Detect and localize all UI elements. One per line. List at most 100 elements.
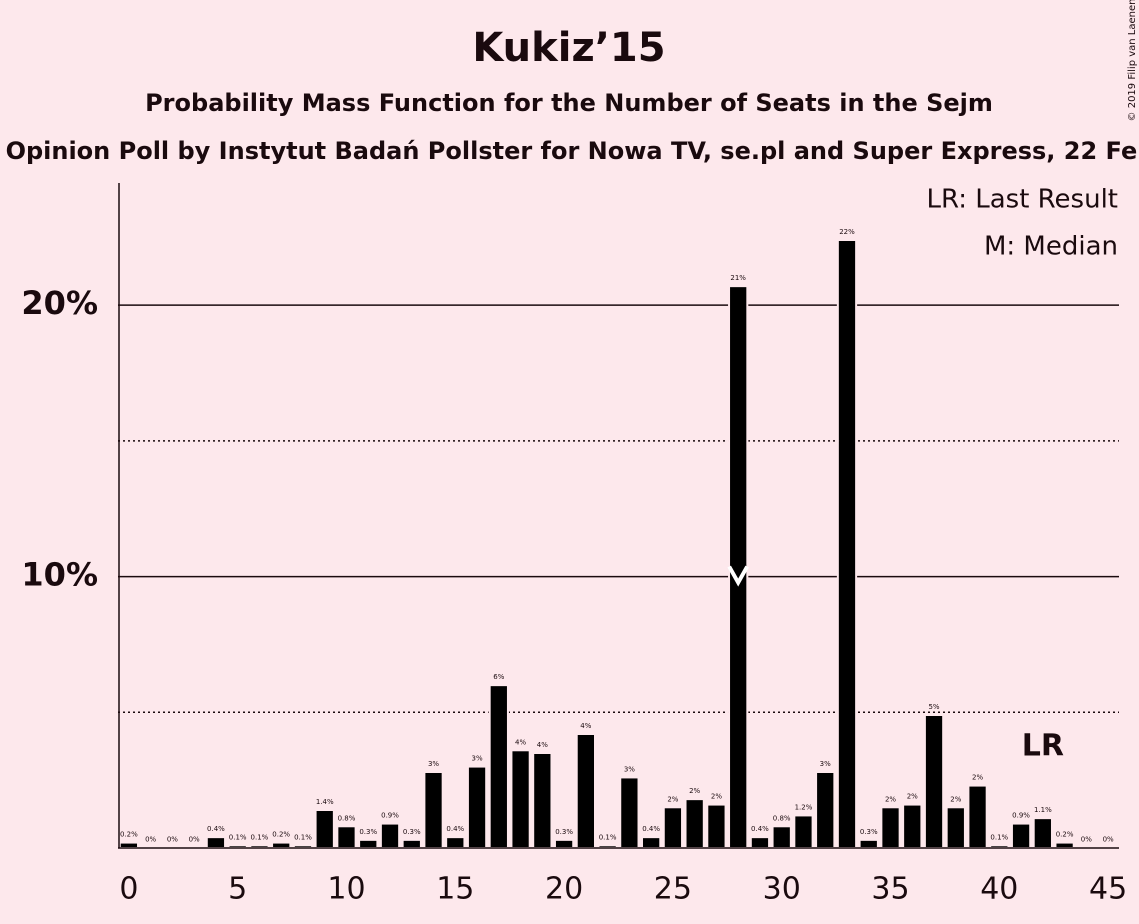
bar: [771, 825, 792, 849]
bar: [1054, 841, 1075, 849]
last-result-label: LR: [1022, 729, 1064, 764]
value-label: 0.3%: [555, 828, 573, 836]
value-label: 0.4%: [446, 825, 464, 833]
bar: [532, 752, 553, 849]
bar: [662, 806, 684, 849]
bar: [619, 776, 640, 850]
x-tick-label: 45: [1089, 872, 1127, 907]
value-label: 0.1%: [229, 833, 247, 841]
value-label: 0.3%: [403, 828, 421, 836]
bar: [749, 836, 771, 850]
bar: [271, 841, 292, 849]
value-label: 2%: [907, 793, 918, 801]
value-label: 0.9%: [1012, 812, 1030, 820]
bar: [205, 836, 227, 850]
bar: [880, 806, 901, 849]
bar: [1010, 822, 1032, 849]
value-label: 1.4%: [316, 798, 334, 806]
bar: [793, 814, 814, 850]
value-label: 6%: [493, 673, 504, 681]
value-label: 0.1%: [294, 833, 312, 841]
bar: [641, 836, 662, 850]
bar: [945, 806, 966, 849]
bar: [575, 733, 596, 849]
value-label: 21%: [730, 274, 746, 282]
value-label: 4%: [537, 741, 548, 749]
value-label: 2%: [972, 774, 983, 782]
value-label: 2%: [689, 787, 700, 795]
value-label: 0%: [1081, 835, 1092, 843]
bar: [445, 836, 466, 850]
x-tick-label: 20: [545, 872, 583, 907]
bar: [379, 822, 401, 849]
bar: [967, 784, 988, 849]
value-label: 0.4%: [751, 825, 769, 833]
value-label: 0.8%: [338, 814, 356, 822]
x-tick-label: 40: [980, 872, 1018, 907]
value-label: 2%: [667, 795, 678, 803]
value-label: 4%: [515, 738, 526, 746]
bar: [314, 809, 335, 849]
legend-entry: M: Median: [984, 232, 1118, 262]
value-label: 0.4%: [207, 825, 225, 833]
value-label: 2%: [885, 795, 896, 803]
value-label: 0.2%: [120, 831, 138, 839]
value-label: 2%: [950, 795, 961, 803]
x-tick-label: 25: [654, 872, 692, 907]
bar: [488, 684, 509, 850]
bar: [358, 838, 379, 849]
x-tick-label: 15: [436, 872, 474, 907]
value-label: 0.1%: [251, 833, 269, 841]
value-label: 4%: [580, 722, 591, 730]
x-tick-label: 30: [763, 872, 801, 907]
value-label: 0.2%: [1056, 831, 1074, 839]
bar: [553, 838, 575, 849]
bar: [923, 714, 945, 849]
bar: [836, 239, 858, 849]
bar: [728, 285, 749, 849]
bar: [423, 771, 444, 849]
value-label: 0.3%: [860, 828, 878, 836]
value-label: 0.3%: [359, 828, 377, 836]
bar: [1032, 817, 1053, 850]
value-label: 0.1%: [990, 833, 1008, 841]
bar: [336, 825, 357, 849]
copyright: © 2019 Filip van Laenen: [1127, 0, 1138, 121]
x-tick-label: 5: [228, 872, 247, 907]
y-tick-label: 10%: [21, 556, 98, 594]
x-tick-label: 35: [871, 872, 909, 907]
value-label: 0%: [189, 835, 200, 843]
median-marker: [727, 565, 749, 587]
value-label: 0%: [1103, 835, 1114, 843]
value-label: 3%: [820, 760, 831, 768]
value-label: 0.1%: [599, 833, 617, 841]
value-label: 1.1%: [1034, 806, 1052, 814]
bar: [902, 803, 923, 849]
value-label: 3%: [428, 760, 439, 768]
x-tick-label: 0: [119, 872, 138, 907]
value-label: 22%: [839, 228, 855, 236]
value-label: 0.4%: [642, 825, 660, 833]
y-tick-label: 20%: [21, 284, 98, 322]
chart-title: Kukiz’15: [472, 25, 665, 71]
bar: [815, 771, 836, 849]
value-label: 3%: [471, 755, 482, 763]
chart-subtitle: Probability Mass Function for the Number…: [145, 89, 993, 117]
value-label: 2%: [711, 793, 722, 801]
bar: [118, 841, 140, 849]
bar: [510, 749, 531, 849]
chart-subtitle: n an Opinion Poll by Instytut Badań Poll…: [0, 137, 1139, 165]
value-label: 0%: [145, 835, 156, 843]
value-label: 0.8%: [773, 814, 791, 822]
x-tick-label: 10: [327, 872, 365, 907]
value-label: 0.9%: [381, 812, 399, 820]
value-label: 5%: [928, 703, 939, 711]
bar: [858, 838, 879, 849]
legend-entry: LR: Last Result: [926, 185, 1118, 215]
bar: [466, 765, 488, 849]
value-label: 0%: [167, 835, 178, 843]
bar: [706, 803, 727, 849]
value-label: 1.2%: [795, 803, 813, 811]
